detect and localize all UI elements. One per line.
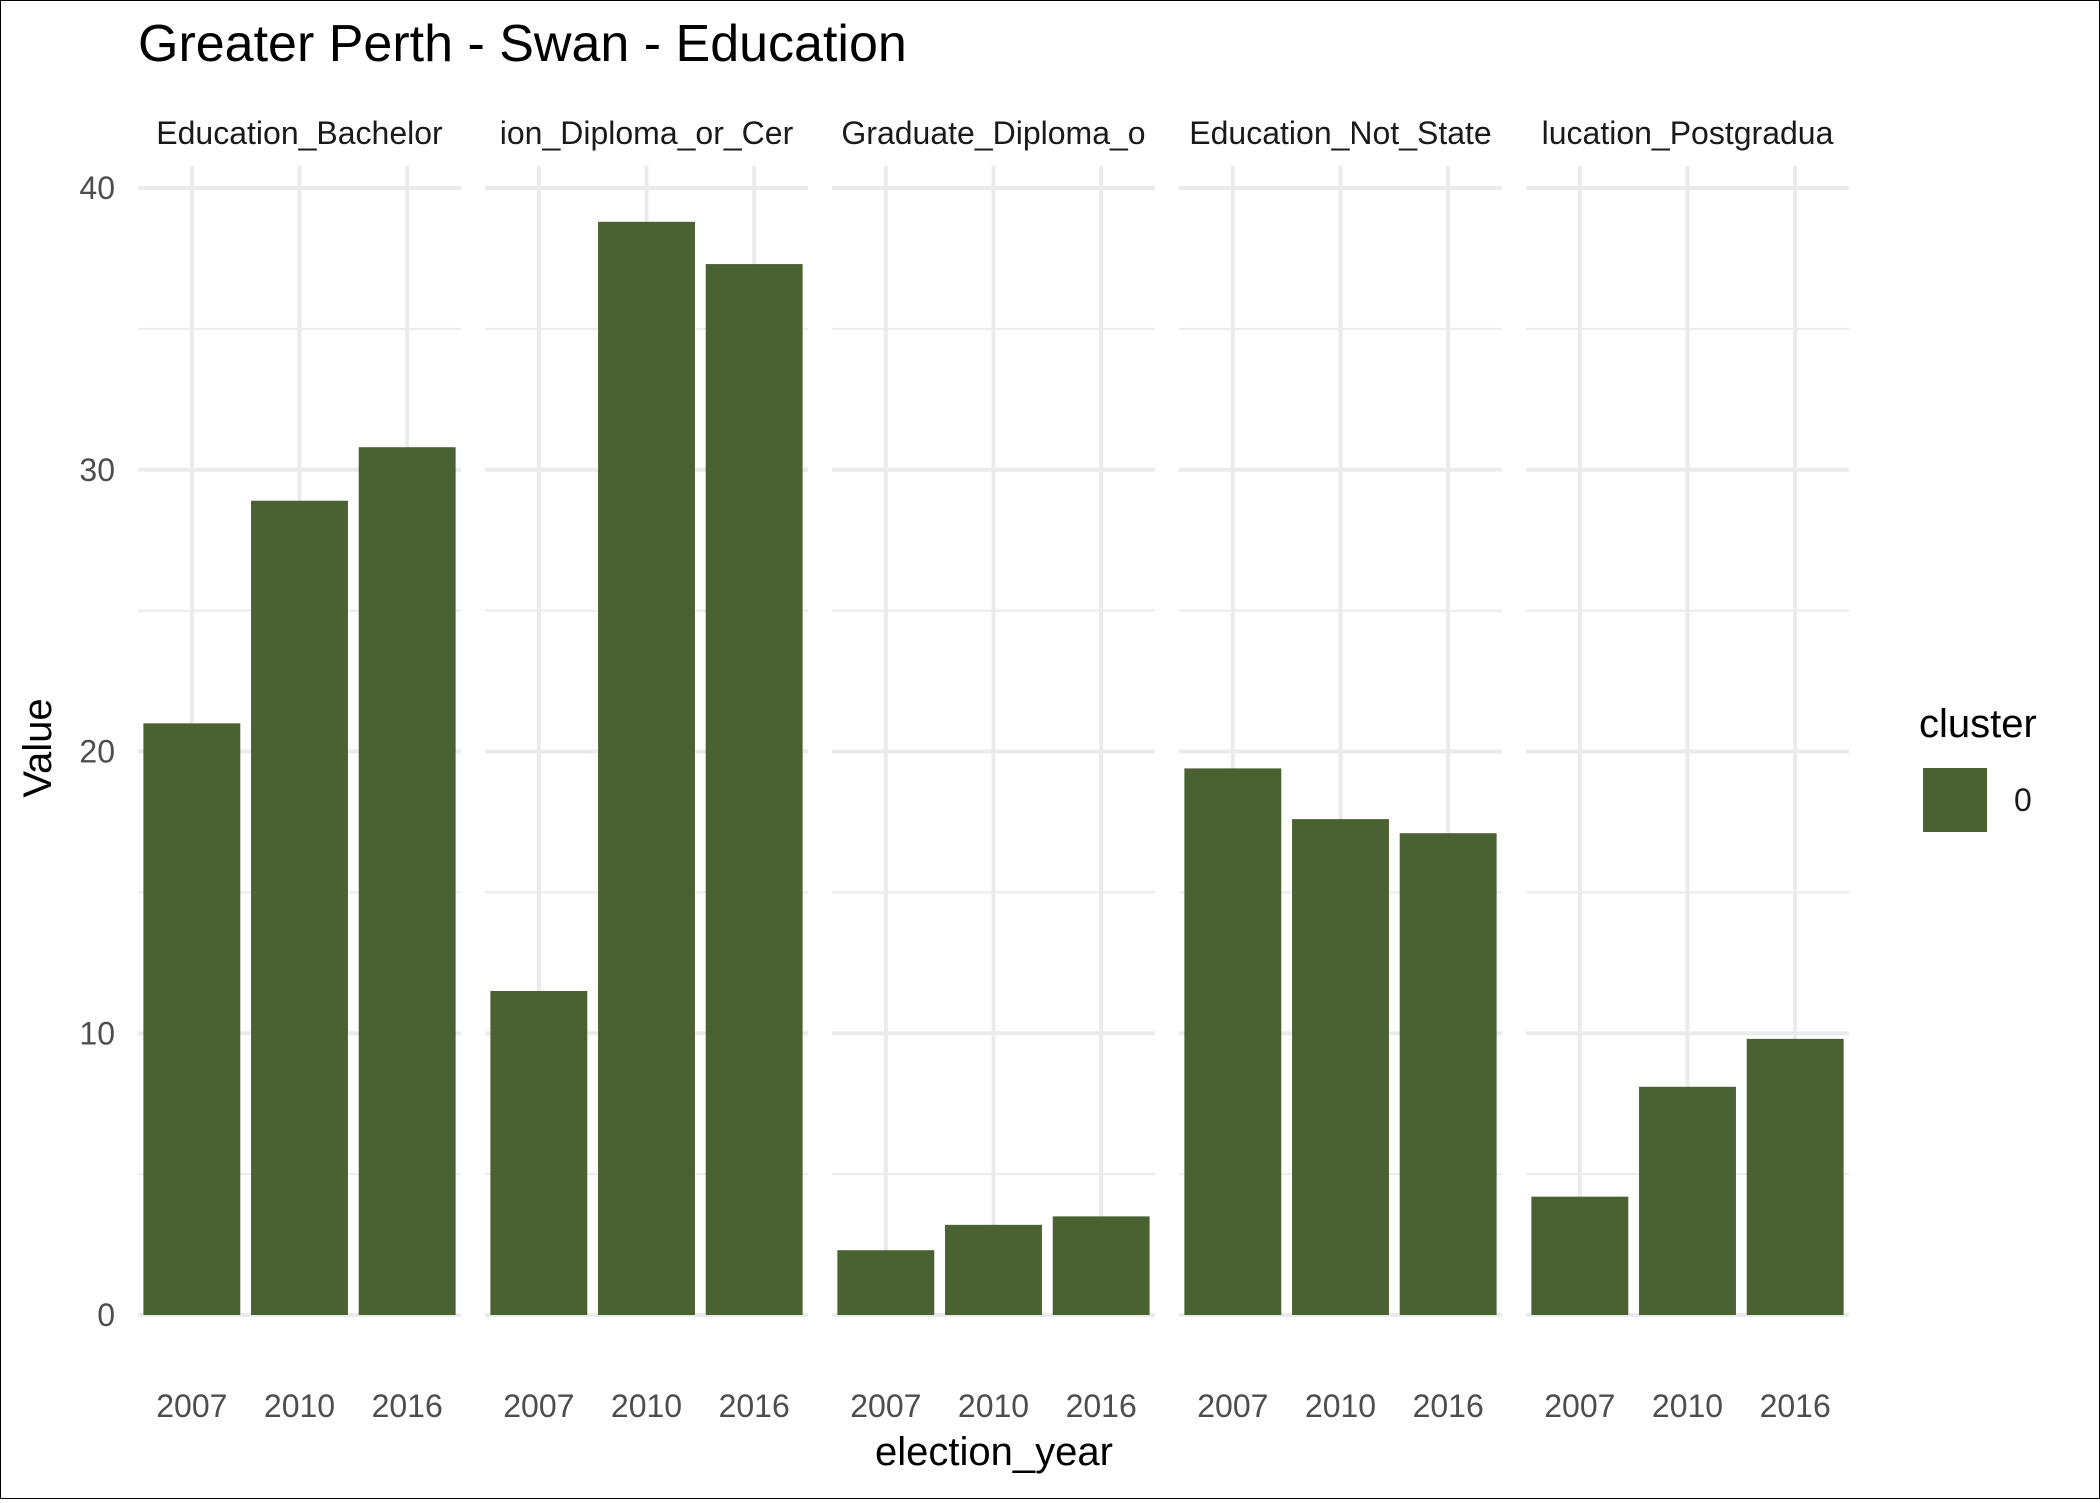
facet-strip-label: lucation_Postgradua xyxy=(1542,115,1834,151)
bar xyxy=(1746,1038,1844,1315)
facet-strip-label: Education_Bachelor xyxy=(156,115,443,151)
bar xyxy=(143,723,241,1315)
bar xyxy=(1639,1086,1736,1315)
x-tick-label: 2007 xyxy=(503,1388,574,1424)
y-tick-label: 40 xyxy=(79,170,115,206)
bar xyxy=(598,221,695,1315)
x-tick-label: 2007 xyxy=(1544,1388,1615,1424)
x-tick-label: 2010 xyxy=(611,1388,682,1424)
bar xyxy=(1184,768,1282,1315)
x-tick-label: 2010 xyxy=(1305,1388,1376,1424)
x-tick-label: 2016 xyxy=(1760,1388,1831,1424)
x-tick-label: 2016 xyxy=(372,1388,443,1424)
facet-strip-label: Graduate_Diploma_o xyxy=(841,115,1145,151)
x-tick-label: 2007 xyxy=(1197,1388,1268,1424)
y-axis-title: Value xyxy=(16,698,60,797)
legend-title: cluster xyxy=(1919,702,2037,746)
bar xyxy=(1531,1196,1629,1315)
x-axis-title: election_year xyxy=(875,1430,1113,1474)
x-tick-label: 2016 xyxy=(1413,1388,1484,1424)
x-tick-label: 2010 xyxy=(1652,1388,1723,1424)
bar xyxy=(358,447,456,1316)
facet-panel: 2007 2010 2016 ion_Diploma_or_Cer xyxy=(485,115,808,1424)
legend-key xyxy=(1923,768,1987,832)
y-tick-label: 10 xyxy=(79,1015,115,1051)
x-tick-label: 2007 xyxy=(850,1388,921,1424)
facet-strip-label: Education_Not_State xyxy=(1189,115,1491,151)
bar xyxy=(1292,819,1389,1315)
facet-panel: 2007 2010 2016 Education_Not_State xyxy=(1179,115,1502,1424)
x-tick-label: 2007 xyxy=(156,1388,227,1424)
facet-strip-label: ion_Diploma_or_Cer xyxy=(500,115,794,151)
x-tick-label: 2016 xyxy=(719,1388,790,1424)
facet-panel: 2007 2010 2016 Education_Bachelor xyxy=(138,115,461,1424)
bar xyxy=(705,264,803,1315)
x-tick-label: 2010 xyxy=(264,1388,335,1424)
bar xyxy=(251,500,348,1315)
legend-label: 0 xyxy=(2014,782,2032,818)
x-tick-label: 2010 xyxy=(958,1388,1029,1424)
chart-title: Greater Perth - Swan - Education xyxy=(138,15,907,73)
bar xyxy=(945,1224,1042,1315)
bar xyxy=(490,990,588,1315)
y-tick-label: 30 xyxy=(79,452,115,488)
legend: cluster 0 xyxy=(1919,702,2037,832)
facet-panel: 2007 2010 2016 Graduate_Diploma_o xyxy=(832,115,1155,1424)
bar xyxy=(1399,833,1497,1315)
x-tick-label: 2016 xyxy=(1066,1388,1137,1424)
y-tick-label: 0 xyxy=(97,1297,115,1333)
y-tick-label: 20 xyxy=(79,734,115,770)
facet-panel: 2007 2010 2016 lucation_Postgradua xyxy=(1526,115,1849,1424)
bar xyxy=(1052,1216,1150,1315)
bar xyxy=(837,1250,935,1315)
